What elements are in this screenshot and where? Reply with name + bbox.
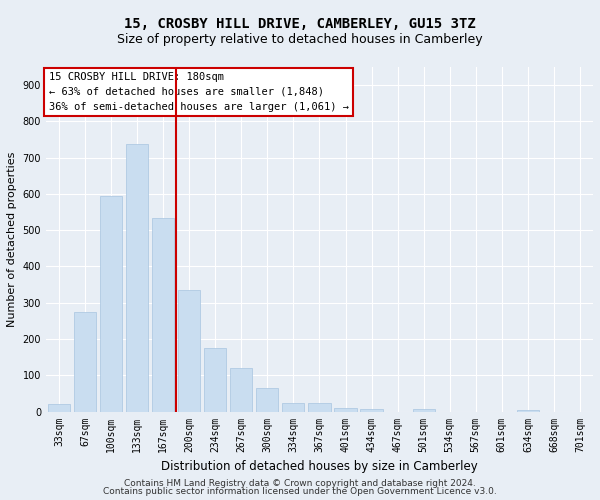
Bar bbox=[100, 196, 122, 412]
Bar bbox=[204, 348, 226, 412]
Text: Contains HM Land Registry data © Crown copyright and database right 2024.: Contains HM Land Registry data © Crown c… bbox=[124, 478, 476, 488]
X-axis label: Distribution of detached houses by size in Camberley: Distribution of detached houses by size … bbox=[161, 460, 478, 473]
Bar bbox=[126, 144, 148, 411]
Text: 15 CROSBY HILL DRIVE: 180sqm
← 63% of detached houses are smaller (1,848)
36% of: 15 CROSBY HILL DRIVE: 180sqm ← 63% of de… bbox=[49, 72, 349, 112]
Bar bbox=[283, 402, 304, 411]
Bar bbox=[48, 404, 70, 411]
Text: Contains public sector information licensed under the Open Government Licence v3: Contains public sector information licen… bbox=[103, 487, 497, 496]
Bar bbox=[334, 408, 356, 412]
Y-axis label: Number of detached properties: Number of detached properties bbox=[7, 152, 17, 327]
Bar bbox=[230, 368, 253, 412]
Text: 15, CROSBY HILL DRIVE, CAMBERLEY, GU15 3TZ: 15, CROSBY HILL DRIVE, CAMBERLEY, GU15 3… bbox=[124, 18, 476, 32]
Bar bbox=[308, 402, 331, 411]
Bar bbox=[517, 410, 539, 412]
Text: Size of property relative to detached houses in Camberley: Size of property relative to detached ho… bbox=[117, 32, 483, 46]
Bar bbox=[256, 388, 278, 411]
Bar bbox=[413, 408, 435, 412]
Bar bbox=[361, 408, 383, 412]
Bar bbox=[74, 312, 96, 412]
Bar bbox=[152, 218, 174, 412]
Bar bbox=[178, 290, 200, 412]
